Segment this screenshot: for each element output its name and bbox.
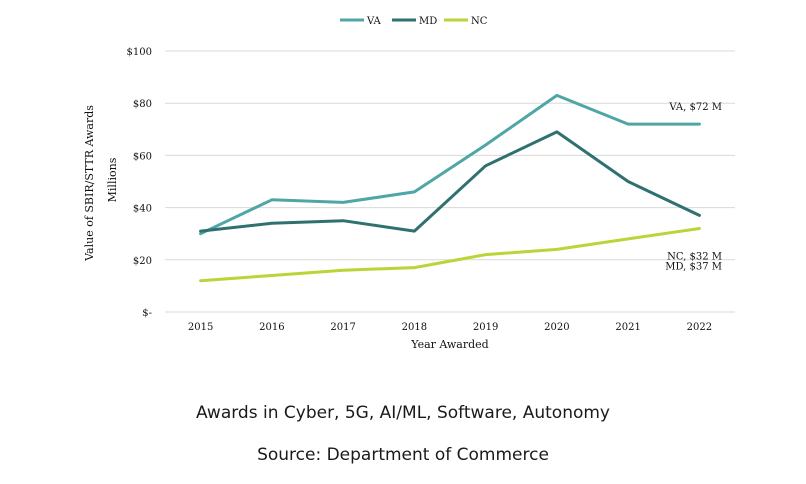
line-chart: VA MD NC $-$20$40$60$80$100 2015 2016 2017 20… [83,16,735,351]
legend-label-va: VA [366,16,382,27]
x-tick-label: 2017 [330,322,355,333]
y-tick-label: $80 [133,99,152,110]
gridlines [165,50,735,313]
end-label-va: VA, $72 M [668,102,722,113]
y-axis-units-label: Millions [106,157,119,202]
y-tick-label: $20 [133,256,152,267]
series-line-nc [199,227,701,283]
series-lines [199,93,701,283]
end-label-md: MD, $37 M [665,261,722,272]
series-end-labels: VA, $72 M MD, $37 MNC, $32 M [665,102,722,272]
x-tick-label: 2019 [473,322,498,333]
y-axis-label: Value of SBIR/STTR Awards [83,105,96,262]
y-axis-ticks: $- $20 $40 $60 $80 $100 [127,47,152,319]
y-tick-label: $60 [133,151,152,162]
end-label-nc: NC, $32 M [667,251,722,262]
y-tick-label: $40 [133,204,152,215]
x-tick-label: 2015 [188,322,213,333]
y-tick-label: $100 [127,47,152,58]
x-tick-label: 2018 [402,322,427,333]
x-axis-ticks: 2015 2016 2017 2018 2019 2020 2021 2022 [188,322,712,333]
chart-caption-source: Source: Department of Commerce [257,445,549,465]
x-tick-label: 2022 [687,322,712,333]
series-line-va [199,93,701,236]
legend-label-md: MD [419,16,437,27]
x-tick-label: 2016 [259,322,284,333]
x-axis-label: Year Awarded [410,338,488,351]
chart-caption-topic: Awards in Cyber, 5G, AI/ML, Software, Au… [195,403,610,423]
x-tick-label: 2021 [615,322,640,333]
y-tick-label: $- [142,308,152,319]
series-line-md [199,130,701,233]
legend-label-nc: NC [471,16,488,27]
legend: VA MD NC [340,16,488,27]
x-tick-label: 2020 [544,322,569,333]
